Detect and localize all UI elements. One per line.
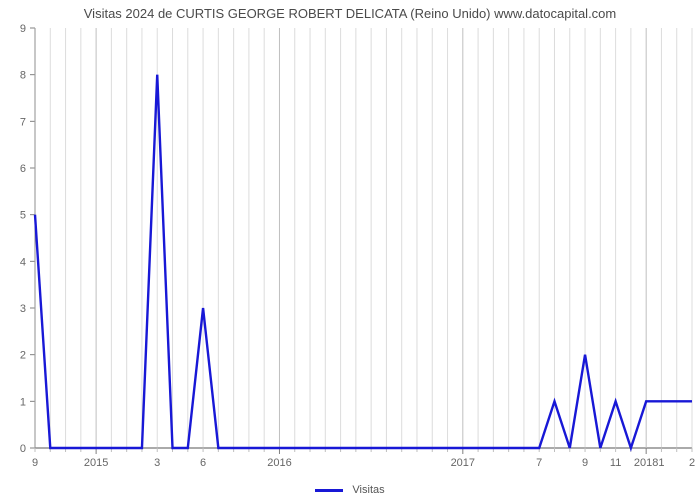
legend-swatch <box>315 489 343 492</box>
x-small-label: 11 <box>610 457 621 469</box>
x-year-label: 2016 <box>267 457 291 469</box>
x-year-label: 2017 <box>451 457 475 469</box>
y-tick-label: 8 <box>20 70 26 82</box>
x-small-label: 1 <box>658 457 664 469</box>
chart-container: Visitas 2024 de CURTIS GEORGE ROBERT DEL… <box>0 0 700 500</box>
legend: Visitas <box>0 484 700 496</box>
x-year-label: 2015 <box>84 457 108 469</box>
y-tick-label: 2 <box>20 350 26 362</box>
y-tick-label: 1 <box>20 396 26 408</box>
x-small-label: 7 <box>536 457 542 469</box>
y-tick-label: 9 <box>20 23 26 35</box>
y-tick-label: 0 <box>20 443 26 455</box>
x-end-label-right: 2 <box>689 457 695 469</box>
y-tick-label: 7 <box>20 116 26 128</box>
x-small-label: 6 <box>200 457 206 469</box>
y-tick-label: 3 <box>20 303 26 315</box>
x-end-label-left: 9 <box>32 457 38 469</box>
x-small-label: 3 <box>154 457 160 469</box>
chart-svg: 01234567892015201620172018367911192 <box>0 0 700 500</box>
legend-label: Visitas <box>352 484 384 496</box>
x-small-label: 9 <box>582 457 588 469</box>
y-tick-label: 6 <box>20 163 26 175</box>
y-tick-label: 5 <box>20 210 26 222</box>
x-year-label: 2018 <box>634 457 658 469</box>
y-tick-label: 4 <box>20 256 26 268</box>
series-line <box>35 75 692 448</box>
